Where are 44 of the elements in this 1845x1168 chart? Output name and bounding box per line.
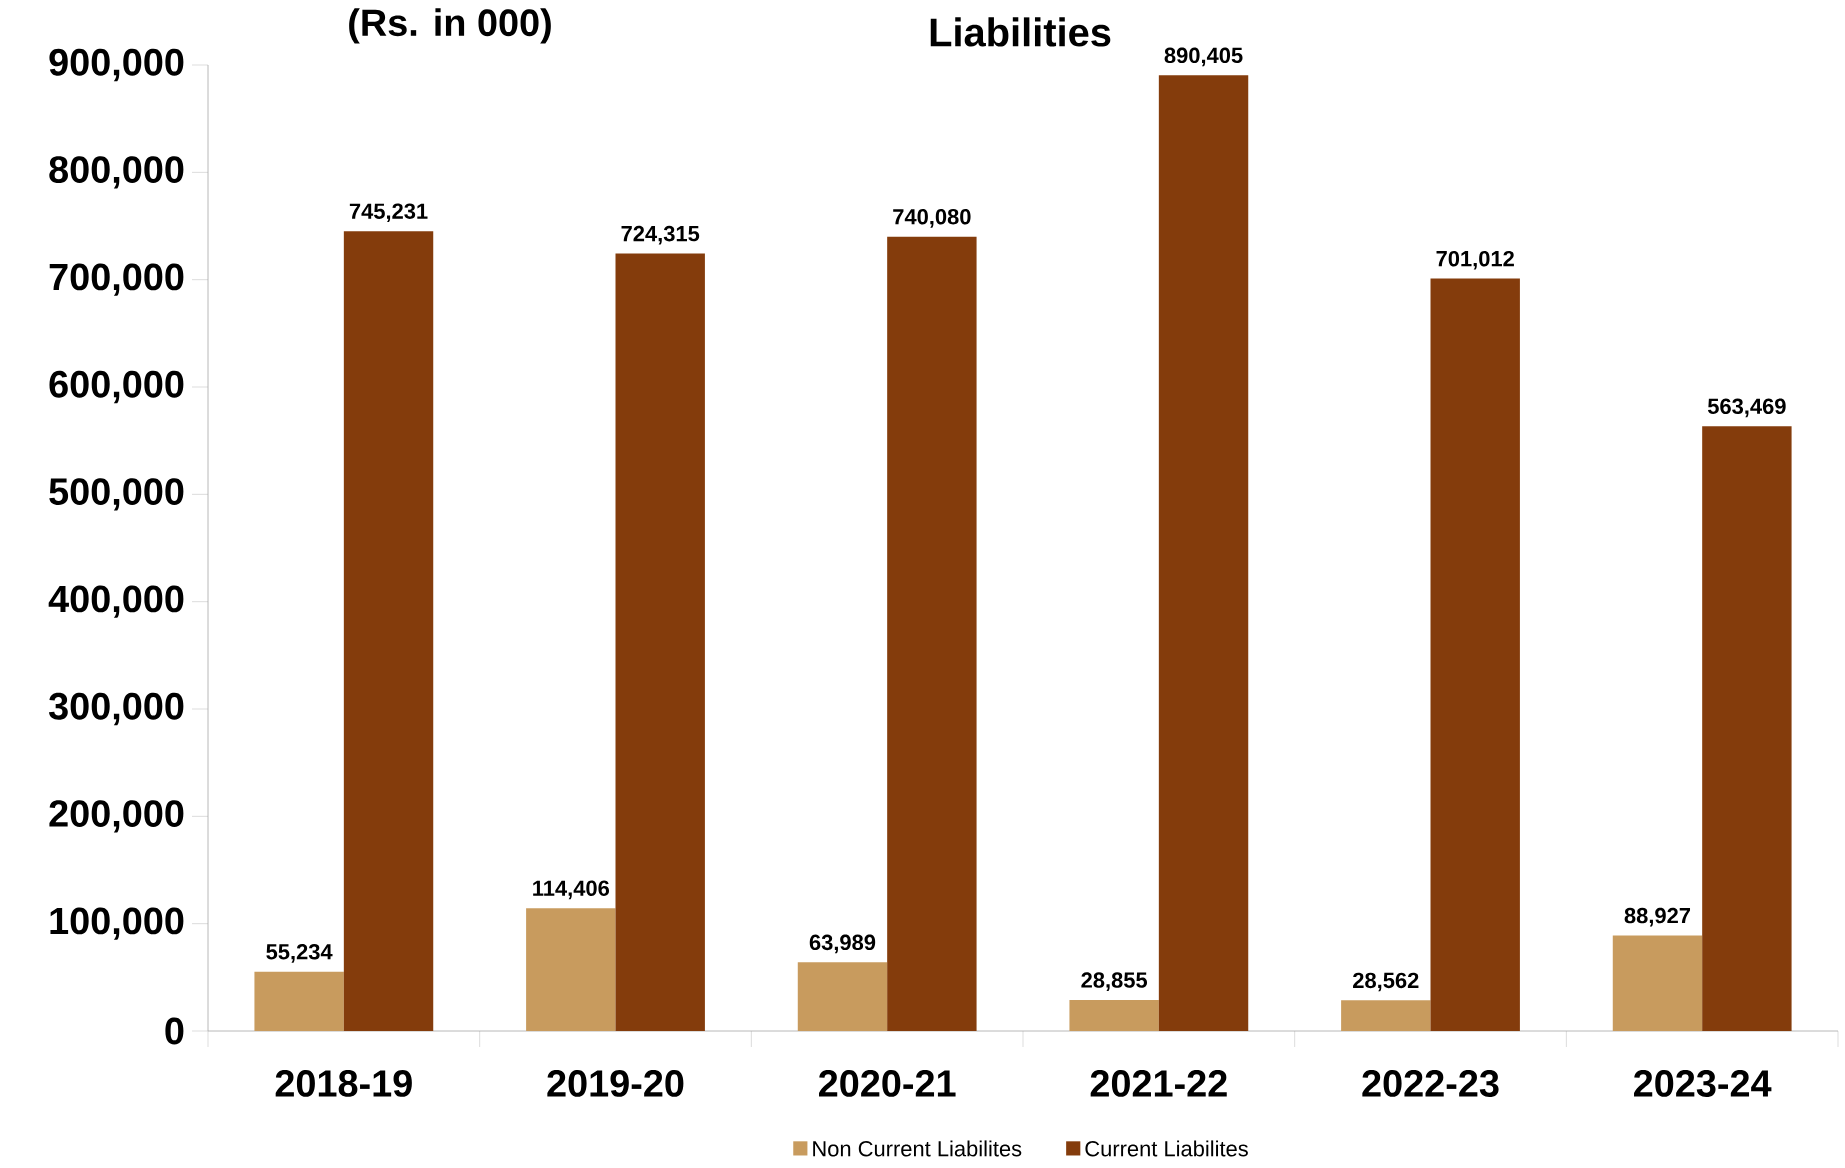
x-tick-label: 2021-22 [1090,1070,1227,1097]
data-label: 63,989 [809,934,876,954]
y-tick-label: 700,000 [49,263,184,296]
bar [797,962,888,1031]
y-tick-label: 0 [165,1017,184,1045]
data-label: 890,405 [1164,47,1243,67]
y-tick-label: 800,000 [49,156,184,189]
bar [1430,278,1520,1031]
data-label: 114,406 [533,880,610,900]
bar [1341,1000,1431,1031]
data-label: 724,315 [621,225,700,245]
bar [254,971,344,1031]
data-label: 88,927 [1624,907,1691,927]
y-tick-label: 200,000 [49,800,184,833]
bar [1702,426,1792,1031]
y-tick-label: 600,000 [49,370,184,404]
legend-label: Current Liabilites [1085,1140,1248,1157]
x-tick-label: 2023-24 [1634,1070,1772,1097]
data-label: 745,231 [349,203,428,223]
data-label: 563,469 [1707,398,1786,418]
x-tick-label: 2020-21 [819,1070,956,1097]
bar [343,231,434,1031]
bar [615,253,705,1031]
bar [1158,75,1249,1031]
bar [887,236,977,1031]
x-tick-label: 2018-19 [275,1070,412,1097]
bar [526,908,616,1031]
bar [1612,935,1703,1031]
y-tick-label: 500,000 [49,478,184,511]
y-axis-title: (Rs. in 000) [349,8,551,44]
data-label: 28,855 [1081,972,1148,991]
chart-title: Liabilities [930,17,1111,47]
x-tick-label: 2022-23 [1362,1070,1499,1097]
y-tick-label: 400,000 [48,585,184,618]
bar [1069,1000,1159,1031]
data-label: 28,562 [1353,972,1419,992]
y-tick-label: 100,000 [50,907,184,940]
data-label: 701,012 [1436,250,1514,270]
y-tick-label: 900,000 [49,48,184,82]
data-label: 55,234 [266,944,333,963]
legend-label: Non Current Liabilites [813,1140,1022,1157]
x-tick-label: 2019-20 [547,1070,684,1097]
data-label: 740,080 [893,208,971,228]
y-tick-label: 300,000 [48,692,184,726]
